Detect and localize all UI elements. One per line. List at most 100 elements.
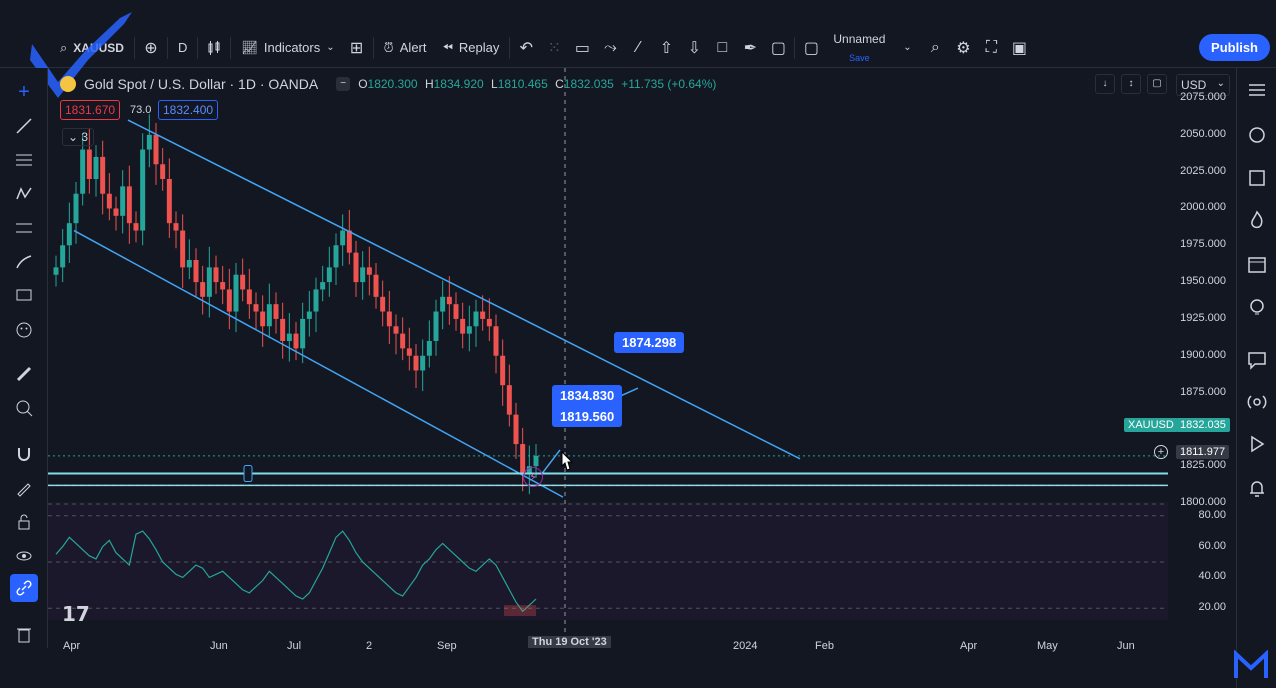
rsi-axis-label: 60.00 bbox=[1198, 539, 1226, 552]
zoom-in-icon[interactable] bbox=[10, 394, 38, 422]
candle-body bbox=[133, 223, 139, 231]
price-axis-label: 2000.000 bbox=[1180, 201, 1226, 214]
streams-icon[interactable] bbox=[1243, 388, 1271, 416]
rewind-icon: ⏪︎ bbox=[442, 39, 453, 55]
rsi-axis-label: 40.00 bbox=[1198, 570, 1226, 583]
candle-body bbox=[73, 193, 79, 224]
interval-button[interactable]: D bbox=[170, 33, 195, 63]
chevron-down-icon[interactable]: ⌄ bbox=[903, 42, 912, 53]
alarm-clock-icon[interactable] bbox=[1243, 120, 1271, 148]
crosshair-price-tag: 1811.977 bbox=[1176, 445, 1230, 459]
lock-icon[interactable] bbox=[10, 508, 38, 536]
candle-body bbox=[473, 311, 479, 327]
collapse-icon: ↕ bbox=[1128, 78, 1134, 89]
arrow-down-button[interactable]: ↓ bbox=[1095, 74, 1115, 94]
brush-tool-icon[interactable] bbox=[10, 248, 38, 276]
add-alert-icon[interactable]: + bbox=[1154, 445, 1168, 459]
restore-button[interactable]: ▢ bbox=[1147, 74, 1167, 94]
candle-body bbox=[93, 156, 99, 179]
sell-button[interactable]: 1831.670 bbox=[60, 100, 121, 120]
candle-body bbox=[520, 444, 526, 474]
range-low-badge[interactable]: 1819.560 bbox=[552, 406, 623, 427]
object-tree-icon[interactable] bbox=[1243, 164, 1271, 192]
candle-body bbox=[320, 282, 326, 290]
candle-body bbox=[373, 274, 379, 297]
calendar-icon[interactable] bbox=[1243, 250, 1271, 278]
trash-icon[interactable] bbox=[10, 620, 38, 648]
forecast-tool-icon[interactable] bbox=[10, 214, 38, 242]
candle-body bbox=[493, 326, 499, 356]
trendline-tool-icon[interactable] bbox=[10, 112, 38, 140]
hotlist-fire-icon[interactable] bbox=[1243, 206, 1271, 234]
upper-channel-price-badge[interactable]: 1874.298 bbox=[614, 332, 685, 353]
candle-body bbox=[213, 267, 219, 283]
magnet-icon[interactable] bbox=[10, 440, 38, 468]
price-axis-label: 1800.000 bbox=[1180, 496, 1226, 508]
undo-icon[interactable]: ↶ bbox=[519, 39, 534, 57]
text-tool-icon[interactable] bbox=[10, 282, 38, 310]
candles-icon[interactable] bbox=[200, 34, 228, 62]
fullscreen-icon[interactable]: ⛶ bbox=[985, 38, 997, 56]
draw-mode-icon[interactable] bbox=[10, 474, 38, 502]
candle-body bbox=[66, 223, 72, 246]
fib-tool-icon[interactable] bbox=[10, 146, 38, 174]
divider bbox=[509, 36, 511, 59]
compare-add-icon[interactable]: ⊕ bbox=[144, 39, 158, 57]
drag-handle-icon[interactable]: ⁙ bbox=[547, 39, 562, 57]
layout-icon[interactable]: ▢ bbox=[803, 39, 819, 57]
badge-leader-line bbox=[541, 449, 561, 475]
candle-body bbox=[53, 267, 59, 275]
lightning-icon[interactable]: ⚡︎ bbox=[523, 467, 543, 487]
layout-name[interactable]: Unnamed Save bbox=[825, 32, 893, 63]
link-icon[interactable] bbox=[10, 574, 38, 602]
callout-icon[interactable]: ▭ bbox=[574, 39, 590, 57]
replay-play-icon[interactable] bbox=[1243, 430, 1271, 458]
chart-canvas[interactable] bbox=[48, 68, 1236, 648]
range-high-badge[interactable]: 1834.830 bbox=[552, 385, 623, 406]
price-axis-label: 2050.000 bbox=[1180, 127, 1226, 140]
trendline-icon[interactable]: ∕ bbox=[637, 38, 640, 56]
candle-body bbox=[380, 296, 386, 312]
arrow-down-icon[interactable]: ⇩ bbox=[687, 39, 702, 57]
candle-body bbox=[360, 267, 366, 283]
candle-body bbox=[273, 304, 279, 319]
candle-body bbox=[446, 296, 452, 305]
candle-body bbox=[340, 230, 346, 246]
pattern-tool-icon[interactable] bbox=[10, 180, 38, 208]
crosshair-icon[interactable]: + bbox=[18, 80, 30, 103]
gear-icon[interactable]: ⚙ bbox=[956, 39, 971, 57]
quick-search-icon[interactable]: ⌕ bbox=[930, 38, 940, 56]
mouse-cursor-icon bbox=[561, 450, 574, 471]
replay-button[interactable]: ⏪︎ Replay bbox=[435, 33, 508, 63]
emoji-tool-icon[interactable] bbox=[10, 316, 38, 344]
notifications-bell-icon[interactable] bbox=[1243, 474, 1271, 502]
layout-save-label[interactable]: Save bbox=[849, 52, 870, 63]
alarm-icon: ⏰︎ bbox=[383, 39, 394, 55]
indicators-button[interactable]: 📈︎ Indicators ⌄ bbox=[233, 33, 342, 63]
rectangle-icon[interactable]: □ bbox=[717, 38, 728, 56]
candle-body bbox=[453, 304, 459, 319]
pattern-icon[interactable]: ⤳ bbox=[603, 38, 617, 56]
currency-select[interactable]: USD ⌄ bbox=[1176, 74, 1230, 96]
symbol-title[interactable]: Gold Spot / U.S. Dollar · 1D · OANDA bbox=[84, 76, 319, 92]
last-price-tag: 1832.035 bbox=[1176, 418, 1230, 432]
camera-icon[interactable]: ▣ bbox=[1011, 39, 1027, 57]
collapse-button[interactable]: ↕ bbox=[1121, 74, 1141, 94]
comment-icon[interactable]: ▢ bbox=[770, 39, 786, 57]
watchlist-icon[interactable] bbox=[1243, 76, 1271, 104]
publish-button[interactable]: Publish bbox=[1199, 34, 1270, 61]
time-axis-label: Sep bbox=[437, 640, 457, 652]
candle-body bbox=[460, 318, 466, 334]
ideas-bulb-icon[interactable] bbox=[1243, 294, 1271, 322]
candle-body bbox=[500, 355, 506, 386]
brush-icon[interactable]: ✒ bbox=[743, 39, 758, 57]
legend-menu-icon[interactable]: − bbox=[336, 77, 351, 91]
chat-icon[interactable] bbox=[1243, 346, 1271, 374]
templates-icon[interactable]: ⊞ bbox=[349, 39, 364, 57]
ruler-icon[interactable] bbox=[10, 360, 38, 388]
buy-button[interactable]: 1832.400 bbox=[158, 100, 219, 120]
alert-button[interactable]: ⏰︎ Alert bbox=[376, 33, 435, 63]
eye-icon[interactable] bbox=[10, 542, 38, 570]
indicators-collapse-button[interactable]: ⌄ 3 bbox=[62, 128, 95, 146]
arrow-up-icon[interactable]: ⇧ bbox=[659, 39, 674, 57]
